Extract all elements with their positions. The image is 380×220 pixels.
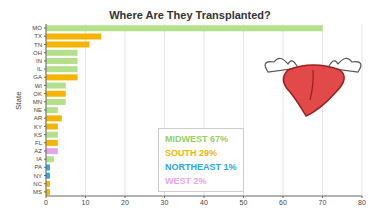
svg-text:40: 40 [200,199,208,206]
svg-text:IA: IA [36,156,42,162]
svg-text:MS: MS [33,189,42,195]
html-text:MIDWEST 67%: MIDWEST 67% [165,134,228,144]
svg-text:OH: OH [33,50,42,56]
svg-text:MO: MO [32,25,42,31]
svg-text:NC: NC [33,181,42,187]
svg-text:KY: KY [34,124,42,130]
html-text:SOUTH 29%: SOUTH 29% [165,148,217,158]
svg-text:TN: TN [34,42,42,48]
svg-text:NE: NE [34,107,42,113]
svg-text:OK: OK [33,91,42,97]
svg-text:AR: AR [34,115,43,121]
svg-text:FL: FL [35,140,43,146]
svg-text:60: 60 [279,199,287,206]
html-text:Where Are They Transplanted?: Where Are They Transplanted? [109,9,271,21]
svg-text:PA: PA [34,164,42,170]
html-text:NORTHEAST 1%: NORTHEAST 1% [165,162,237,172]
svg-text:TX: TX [34,33,42,39]
svg-text:10: 10 [82,199,90,206]
svg-text:30: 30 [161,199,169,206]
svg-text:70: 70 [319,199,327,206]
svg-text:20: 20 [121,199,129,206]
svg-text:IL: IL [37,66,43,72]
svg-text:NY: NY [34,173,42,179]
svg-text:80: 80 [358,199,366,206]
svg-text:GA: GA [33,74,42,80]
svg-text:WI: WI [35,83,43,89]
svg-text:KS: KS [34,132,42,138]
svg-text:0: 0 [44,199,48,206]
svg-text:MN: MN [33,99,42,105]
svg-text:IN: IN [36,58,42,64]
html-text:WEST 2%: WEST 2% [165,176,207,186]
svg-text:AZ: AZ [34,148,42,154]
svg-text:State: State [14,91,23,110]
svg-text:50: 50 [240,199,248,206]
